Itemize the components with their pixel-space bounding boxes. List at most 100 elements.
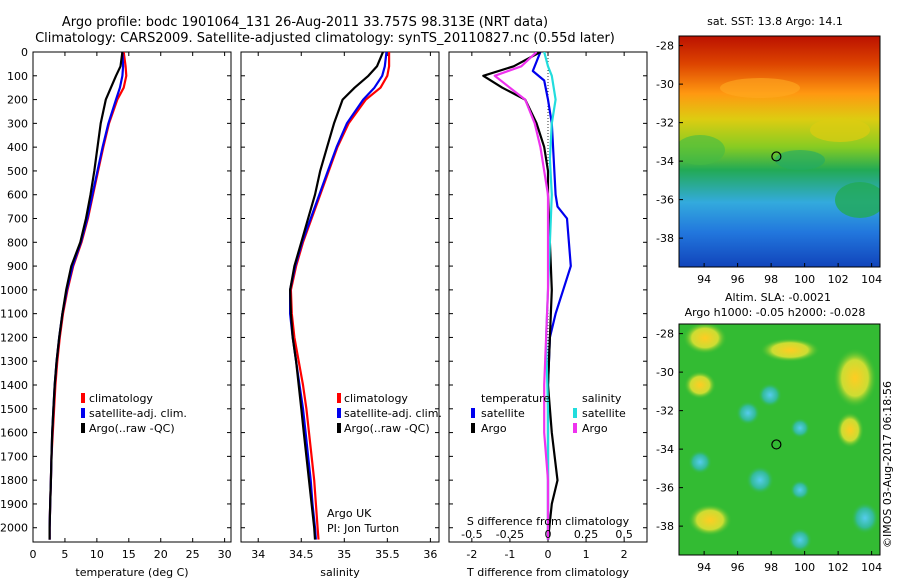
t-difference-label: T difference from climatology <box>466 566 629 579</box>
temperature-panel: 0100200300400500600700800900100011001200… <box>0 46 232 579</box>
salinity-x-ticks: 34 34.5 35 35.5 36 <box>251 52 437 561</box>
sla-low-3 <box>790 418 810 438</box>
map-y-tick-label: -30 <box>656 366 674 379</box>
x-tick-label: 0 <box>545 548 552 561</box>
legend-swatch-temp-satellite <box>471 408 475 418</box>
depth-tick-label: 1800 <box>0 474 28 487</box>
legend-title-temperature: temperature <box>481 392 550 405</box>
x-tick-label: 25 <box>186 548 200 561</box>
depth-tick-label: 600 <box>7 189 28 202</box>
series-line-argo-raw-qc- <box>48 52 124 540</box>
s-tick-label: 0.25 <box>574 528 599 541</box>
temperature-series <box>48 52 128 540</box>
legend-sal-argo: Argo <box>582 422 608 435</box>
sst-map-frame <box>678 35 881 268</box>
x-tick-label: -1 <box>504 548 515 561</box>
sst-mid-patch <box>775 150 825 170</box>
sla-map-frame <box>678 323 881 556</box>
sst-map-field <box>679 36 880 267</box>
temperature-axes-frame <box>32 51 232 543</box>
x-tick-label: 10 <box>90 548 104 561</box>
x-tick-label: 34 <box>251 548 265 561</box>
difference-y-ticks <box>449 51 647 529</box>
legend-swatch-climatology <box>81 393 85 403</box>
map-x-tick-label: 94 <box>697 273 711 286</box>
s-tick-label: 0.5 <box>615 528 633 541</box>
map-y-tick-label: -36 <box>656 194 674 207</box>
x-tick-label: 36 <box>423 548 437 561</box>
sla-high-3 <box>833 348 877 408</box>
depth-tick-label: 1700 <box>0 450 28 463</box>
map-y-tick-label: -38 <box>656 520 674 533</box>
legend-title-salinity: salinity <box>582 392 622 405</box>
x-tick-label: 5 <box>61 548 68 561</box>
sla-low-8 <box>788 528 812 552</box>
sst-map-panel: sat. SST: 13.8 Argo: 14.1 <box>656 15 882 286</box>
depth-tick-label: 800 <box>7 236 28 249</box>
depth-tick-label: 1000 <box>0 284 28 297</box>
map-x-tick-label: 96 <box>731 561 745 574</box>
sst-green-patch <box>835 182 880 218</box>
legend-swatch-argo <box>337 423 341 433</box>
map-x-tick-label: 98 <box>764 273 778 286</box>
sla-map-subtitle: Argo h1000: -0.05 h2000: -0.028 <box>685 306 866 319</box>
figure-title-line2: Climatology: CARS2009. Satellite-adjuste… <box>35 31 615 46</box>
depth-tick-label: 1200 <box>0 331 28 344</box>
sla-high-4 <box>684 371 716 399</box>
x-tick-label: -2 <box>466 548 477 561</box>
temperature-x-ticks: 0 5 10 15 20 25 30 <box>30 52 232 561</box>
imos-watermark: ©IMOS 03-Aug-2017 06:18:56 <box>881 381 894 548</box>
sla-map-title: Altim. SLA: -0.0021 <box>725 291 831 304</box>
map-x-tick-label: 100 <box>794 273 815 286</box>
sla-low-7 <box>851 502 879 534</box>
legend-swatch-climatology <box>337 393 341 403</box>
x-tick-label: 15 <box>122 548 136 561</box>
s-difference-label: S difference from climatology <box>467 515 630 528</box>
depth-tick-label: 200 <box>7 94 28 107</box>
sla-high-5 <box>836 412 864 448</box>
depth-tick-label: 400 <box>7 141 28 154</box>
map-y-tick-label: -34 <box>656 443 674 456</box>
x-tick-label: 35.5 <box>375 548 400 561</box>
map-y-tick-label: -38 <box>656 232 674 245</box>
legend-swatch-satellite <box>81 408 85 418</box>
x-tick-label: 0 <box>30 548 37 561</box>
legend-swatch-sal-argo <box>573 423 577 433</box>
depth-tick-label: 1900 <box>0 498 28 511</box>
x-tick-label: 2 <box>621 548 628 561</box>
map-x-tick-label: 104 <box>861 561 882 574</box>
map-y-tick-label: -28 <box>656 328 674 341</box>
profile-location-marker <box>771 151 782 162</box>
temperature-legend-climatology: climatology <box>89 392 153 405</box>
sst-cool-patch <box>679 135 725 165</box>
x-tick-label: 35 <box>337 548 351 561</box>
map-y-tick-label: -34 <box>656 155 674 168</box>
legend-sal-satellite: satellite <box>582 407 626 420</box>
difference-panel: -2 -1 0 1 2 S difference from climatology -0… <box>448 51 648 579</box>
series-line-salinity-argo <box>493 52 550 540</box>
depth-tick-label: 2000 <box>0 522 28 535</box>
s-tick-label: -0.25 <box>496 528 524 541</box>
salinity-axes-frame <box>240 51 440 543</box>
temperature-x-label: temperature (deg C) <box>75 566 188 579</box>
sst-front <box>810 118 870 142</box>
map-y-tick-label: -28 <box>656 40 674 53</box>
depth-tick-label: 700 <box>7 213 28 226</box>
map-y-tick-label: -32 <box>656 117 674 130</box>
depth-tick-label: 100 <box>7 70 28 83</box>
profile-location-marker <box>771 439 782 450</box>
difference-legend: temperature salinity satellite Argo sate… <box>471 392 626 435</box>
sla-low-2 <box>736 401 760 425</box>
legend-temp-satellite: satellite <box>481 407 525 420</box>
depth-tick-label: 500 <box>7 165 28 178</box>
depth-tick-label: 1400 <box>0 379 28 392</box>
sla-high-2 <box>760 338 820 362</box>
map-x-tick-label: 100 <box>794 561 815 574</box>
salinity-y-ticks <box>241 51 439 529</box>
sla-high-6 <box>688 504 732 536</box>
sst-map-title: sat. SST: 13.8 Argo: 14.1 <box>707 15 843 28</box>
legend-temp-argo: Argo <box>481 422 507 435</box>
salinity-x-label: salinity <box>320 566 360 579</box>
map-y-tick-label: -36 <box>656 482 674 495</box>
